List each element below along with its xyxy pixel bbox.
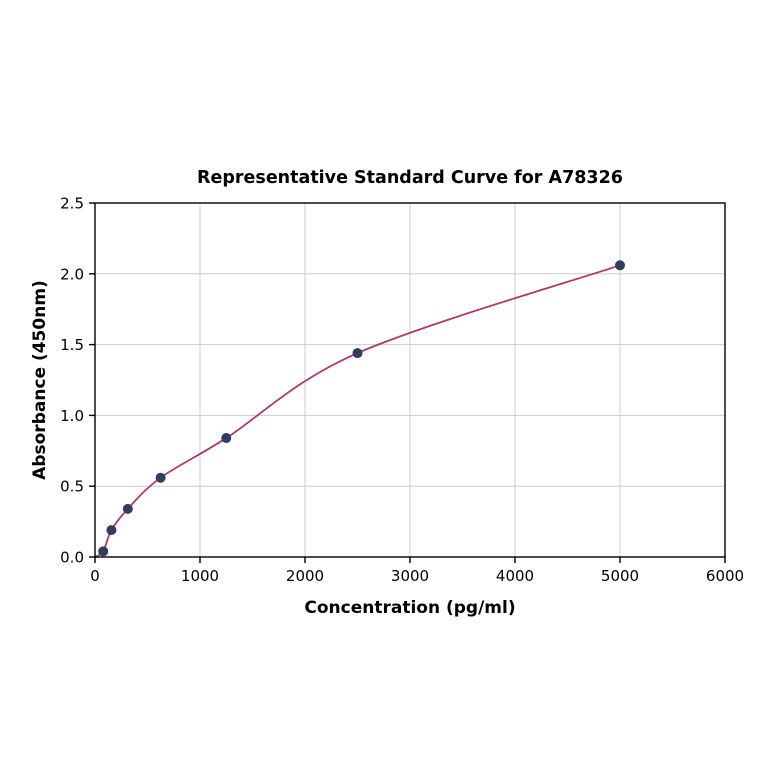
x-tick-label: 1000 — [181, 567, 219, 585]
x-tick-label: 2000 — [286, 567, 324, 585]
x-tick-label: 5000 — [601, 567, 639, 585]
x-tick-label: 0 — [90, 567, 100, 585]
data-point — [106, 525, 117, 536]
data-point — [98, 546, 109, 557]
y-axis-label: Absorbance (450nm) — [30, 280, 50, 480]
y-tick-label: 0.5 — [60, 478, 84, 496]
x-tick-label: 3000 — [391, 567, 429, 585]
y-tick-label: 2.5 — [60, 195, 84, 213]
tick-label-layer: 0 1000 2000 3000 4000 5000 6000 0.0 0.5 1.0 1.5 2.0… — [60, 195, 744, 586]
data-point — [155, 472, 166, 483]
plot-layer — [94, 260, 625, 558]
fitted-curve — [94, 264, 621, 558]
x-tick-label: 4000 — [496, 567, 534, 585]
chart-title: Representative Standard Curve for A78326 — [197, 168, 623, 188]
grid-layer — [94, 202, 726, 558]
data-point — [221, 433, 232, 444]
y-tick-label: 1.5 — [60, 336, 84, 354]
x-tick-label: 6000 — [706, 567, 744, 585]
y-tick-label: 1.0 — [60, 407, 84, 425]
x-axis-label: Concentration (pg/ml) — [304, 598, 515, 618]
data-point — [122, 503, 133, 514]
y-tick-label: 0.0 — [60, 549, 84, 567]
data-point — [615, 260, 625, 271]
y-tick-label: 2.0 — [60, 265, 84, 283]
data-point — [352, 348, 363, 359]
tick-layer — [89, 202, 726, 563]
